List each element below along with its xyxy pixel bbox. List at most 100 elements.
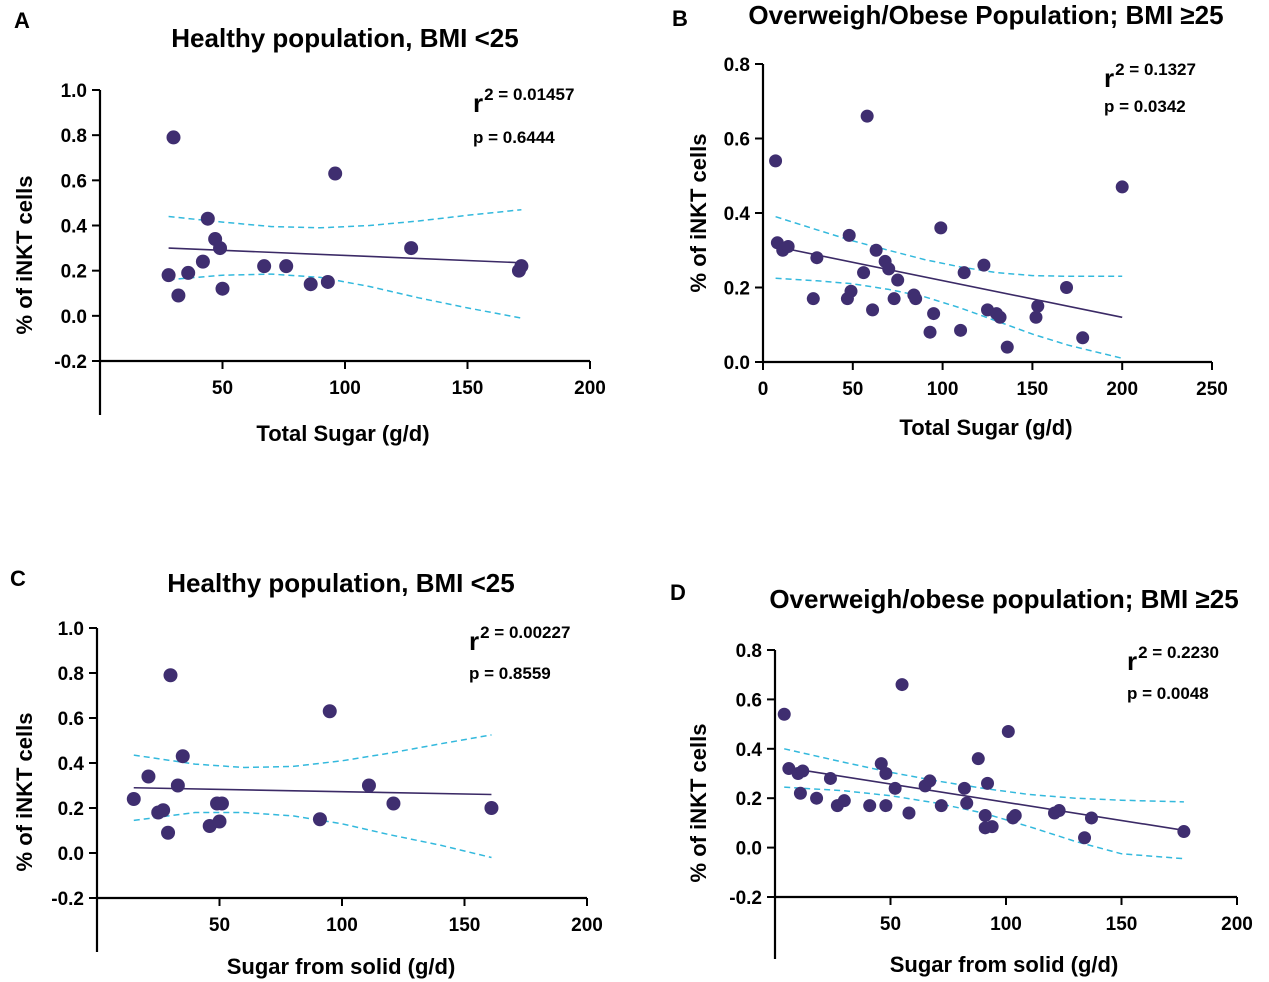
panel-d-data-point — [978, 808, 992, 822]
panel-b-data-point — [769, 154, 783, 168]
panel-c-ci-lower — [133, 811, 492, 859]
panel-a-data-point — [320, 274, 335, 289]
panel-a-x-tick-label: 150 — [452, 378, 484, 399]
panel-a-y-tick-label: 1.0 — [61, 81, 87, 102]
panel-d-ci-upper — [784, 748, 1184, 803]
panel-c-title: Healthy population, BMI <25 — [167, 568, 514, 598]
panel-c-data-point — [170, 778, 185, 793]
panel-d-p-stat: p = 0.0048 — [1127, 684, 1209, 703]
panel-c-y-tick-label: 0.0 — [58, 844, 84, 865]
panel-b-data-point — [934, 221, 948, 235]
panel-d-regression-line — [784, 766, 1184, 832]
panel-c: C Healthy population, BMI <25 -0.2 0.0 0.2 0.… — [10, 566, 603, 979]
panel-d: D Overweigh/obese population; BMI ≥25 -0.2… — [670, 580, 1253, 977]
panel-d-x-tick-label: 100 — [990, 914, 1022, 935]
panel-c-x-tick-label: 50 — [209, 915, 230, 936]
panel-d-data-point — [923, 774, 937, 788]
panel-c-y-label: % of iNKT cells — [12, 713, 37, 872]
panel-a-data-point — [200, 211, 215, 226]
panel-c-y-tick-label: -0.2 — [51, 889, 84, 910]
panel-b-data-point — [909, 292, 923, 306]
panel-b-data-point — [806, 292, 820, 306]
panel-b-x-tick-label: 200 — [1106, 379, 1138, 400]
panel-d-data-point — [985, 820, 999, 834]
panel-c-data-point — [212, 814, 227, 829]
panel-a-data-point — [166, 130, 181, 145]
panel-a-x-tick-label: 200 — [574, 378, 606, 399]
panel-c-p-stat: p = 0.8559 — [469, 664, 551, 683]
panel-b-data-point — [993, 310, 1007, 324]
panel-b-data-point — [923, 325, 937, 339]
panel-d-data-point — [1001, 725, 1015, 739]
panel-d-data-point — [1078, 831, 1092, 845]
panel-d-data-point — [796, 764, 810, 778]
panel-a-data-point — [404, 241, 419, 256]
panel-d-data-point — [934, 799, 948, 813]
panel-a-data-point — [181, 265, 196, 280]
panel-c-x-tick-label: 150 — [449, 915, 481, 936]
panel-b-letter: B — [672, 6, 688, 31]
panel-a-p-stat: p = 0.6444 — [473, 128, 555, 147]
panel-b-y-tick-label: 0.6 — [724, 130, 750, 151]
panel-a-ci-lower — [168, 273, 522, 319]
panel-a-letter: A — [14, 8, 30, 33]
panel-b-data-point — [1060, 281, 1074, 294]
panel-c-data-point — [322, 704, 337, 719]
panel-a-y-tick-label: 0.0 — [61, 307, 87, 328]
panel-d-data-point — [1084, 811, 1098, 825]
panel-d-data-point — [971, 752, 985, 766]
panel-d-y-tick-label: 0.4 — [736, 740, 763, 761]
panel-c-data-point — [361, 778, 376, 793]
panel-c-data-point — [214, 796, 229, 811]
panel-c-data-point — [312, 812, 327, 827]
panel-a-data-point — [171, 288, 186, 303]
panel-d-data-point — [1008, 808, 1022, 822]
panel-a-y-tick-label: 0.4 — [61, 217, 88, 238]
panel-c-data-point — [126, 792, 141, 806]
panel-d-data-point — [863, 799, 877, 813]
panel-d-data-point — [895, 678, 909, 692]
panel-d-data-point — [874, 757, 888, 771]
panel-d-data-point — [902, 806, 916, 820]
panel-d-data-point — [888, 781, 902, 795]
panel-b-data-point — [860, 109, 874, 123]
panel-b-data-point — [810, 251, 824, 265]
panel-b-data-point — [1031, 299, 1045, 313]
panel-b-x-tick-label: 50 — [842, 379, 863, 400]
panel-b-ci-upper — [775, 215, 1123, 278]
panel-b-data-point — [882, 262, 896, 276]
panel-a-data-point — [514, 259, 529, 274]
panel-a-y-label: % of iNKT cells — [12, 176, 37, 335]
panel-b-r2-stat: r2 = 0.1327 — [1104, 60, 1196, 93]
panel-b-x-tick-label: 150 — [1017, 379, 1049, 400]
panel-b-data-point — [1076, 331, 1090, 345]
panel-b-data-point — [1029, 310, 1043, 324]
panel-a-y-tick-label: 0.2 — [61, 262, 87, 283]
panel-b-y-tick-label: 0.4 — [724, 204, 751, 225]
panel-d-data-point — [793, 786, 807, 800]
panel-d-y-tick-label: 0.2 — [736, 789, 762, 810]
panel-a-x-tick-label: 50 — [212, 378, 233, 399]
panel-d-data-point — [1177, 825, 1191, 839]
panel-a: A Healthy population, BMI <25 -0.2 0.0 0.2 0.… — [12, 8, 606, 446]
panel-c-x-tick-label: 200 — [571, 915, 603, 936]
panel-c-y-tick-label: 0.6 — [58, 709, 84, 730]
panel-b-data-point — [1115, 180, 1129, 194]
panel-c-data-point — [156, 803, 171, 818]
panel-c-data-point — [175, 749, 190, 764]
panel-d-x-tick-label: 200 — [1221, 914, 1253, 935]
panel-a-data-point — [161, 268, 176, 283]
panel-d-y-tick-label: 0.8 — [736, 641, 762, 662]
panel-b-x-label: Total Sugar (g/d) — [899, 415, 1072, 440]
panel-d-y-label: % of iNKT cells — [686, 724, 711, 883]
panel-a-data-point — [213, 241, 228, 256]
panel-c-y-tick-label: 0.4 — [58, 754, 85, 775]
panel-c-x-label: Sugar from solid (g/d) — [227, 954, 456, 979]
panel-c-data-point — [484, 801, 499, 815]
panel-b-p-stat: p = 0.0342 — [1104, 97, 1186, 116]
panel-a-title: Healthy population, BMI <25 — [171, 23, 518, 53]
panel-b-data-point — [866, 303, 880, 317]
panel-b-y-tick-label: 0.8 — [724, 55, 750, 76]
panel-b-data-point — [954, 323, 968, 337]
